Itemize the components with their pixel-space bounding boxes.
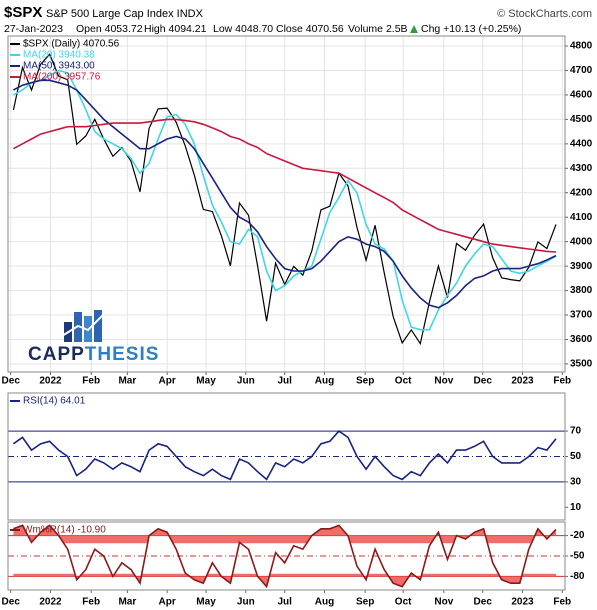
- y-tick-label: 4700: [570, 65, 593, 76]
- x-tick-label: Feb: [82, 376, 100, 387]
- y-tick-label: 4000: [570, 236, 593, 247]
- panel-frame: [7, 35, 566, 373]
- x-tick-label: 2023: [511, 376, 534, 387]
- source: © StockCharts.com: [497, 8, 592, 20]
- x-tick-label: 2023: [511, 597, 534, 608]
- x-tick-label: Feb: [553, 376, 571, 387]
- y-tick-label: 4600: [570, 90, 593, 101]
- y-tick-label: 3900: [570, 261, 593, 272]
- legend-label: MA(50) 3943.00: [23, 61, 95, 72]
- y-tick-label: 4100: [570, 212, 593, 223]
- x-tick-label: Feb: [553, 597, 571, 608]
- y-tick-label: 10: [570, 502, 582, 513]
- x-tick-label: Sep: [356, 597, 374, 608]
- change: Chg +10.13 (+0.25%): [421, 23, 521, 35]
- symbol-name: S&P 500 Large Cap Index INDX: [46, 8, 204, 20]
- x-tick-label: Sep: [356, 376, 374, 387]
- x-tick-label: 2022: [39, 376, 62, 387]
- y-tick-label: 4400: [570, 138, 593, 149]
- legend-label: MA(200) 3957.76: [23, 72, 101, 83]
- logo-part: THESIS: [85, 344, 160, 365]
- x-tick-label: Aug: [315, 376, 334, 387]
- date: 27-Jan-2023: [4, 23, 63, 35]
- x-tick-label: Dec: [2, 597, 21, 608]
- x-tick-label: Mar: [118, 376, 136, 387]
- y-tick-label: -80: [570, 571, 585, 582]
- x-tick-label: 2022: [39, 597, 62, 608]
- symbol: $SPX: [4, 4, 42, 21]
- legend-label: Wm%R(14) -10.90: [23, 525, 106, 536]
- panel-frame: [7, 521, 566, 591]
- y-tick-label: -50: [570, 551, 585, 562]
- volume: Volume 2.5B: [348, 23, 408, 35]
- panel-frame: [7, 392, 566, 521]
- y-tick-label: 4200: [570, 187, 593, 198]
- y-tick-label: 50: [570, 451, 582, 462]
- y-tick-label: -20: [570, 530, 585, 541]
- x-tick-label: Feb: [82, 597, 100, 608]
- high: High 4094.21: [144, 23, 207, 35]
- x-tick-label: Nov: [434, 597, 453, 608]
- series-line: [12, 430, 557, 481]
- logo-bar: [94, 310, 102, 342]
- y-tick-label: 3600: [570, 334, 593, 345]
- y-tick-label: 4500: [570, 114, 593, 125]
- logo-part: CAPP: [28, 344, 85, 365]
- y-tick-label: 3800: [570, 285, 593, 296]
- y-tick-label: 30: [570, 477, 582, 488]
- y-tick-label: 70: [570, 426, 582, 437]
- legend-label: MA(20) 3940.38: [23, 50, 95, 61]
- x-tick-label: Nov: [434, 376, 453, 387]
- x-tick-label: Jul: [277, 376, 292, 387]
- x-tick-label: May: [196, 376, 216, 387]
- x-tick-label: Dec: [2, 376, 21, 387]
- legend-label: RSI(14) 64.01: [23, 396, 86, 407]
- x-tick-label: Dec: [474, 376, 493, 387]
- open: Open 4053.72: [76, 23, 143, 35]
- low: Low 4048.70: [213, 23, 273, 35]
- logo: CAPPTHESIS: [28, 310, 159, 365]
- series-line: [13, 118, 557, 253]
- series-line: [13, 524, 557, 589]
- x-tick-label: Mar: [118, 597, 136, 608]
- series-line: [13, 69, 557, 331]
- y-tick-label: 3500: [570, 359, 593, 370]
- up-arrow: [410, 25, 418, 33]
- x-tick-label: May: [196, 597, 216, 608]
- x-tick-label: Apr: [159, 597, 176, 608]
- y-tick-label: 4300: [570, 163, 593, 174]
- x-tick-label: Oct: [395, 376, 412, 387]
- x-tick-label: Jun: [237, 376, 255, 387]
- y-tick-label: 4800: [570, 41, 593, 52]
- x-tick-label: Jun: [237, 597, 255, 608]
- x-tick-label: Aug: [315, 597, 334, 608]
- legend-label: $SPX (Daily) 4070.56: [23, 39, 120, 50]
- series-line: [13, 79, 557, 309]
- close: Close 4070.56: [276, 23, 344, 35]
- x-tick-label: Jul: [277, 597, 292, 608]
- x-tick-label: Apr: [159, 376, 176, 387]
- logo-line: [61, 313, 105, 337]
- logo-text: CAPPTHESIS: [28, 344, 159, 365]
- x-tick-label: Dec: [474, 597, 493, 608]
- y-tick-label: 3700: [570, 310, 593, 321]
- x-tick-label: Oct: [395, 597, 412, 608]
- extreme-fill: [13, 525, 556, 544]
